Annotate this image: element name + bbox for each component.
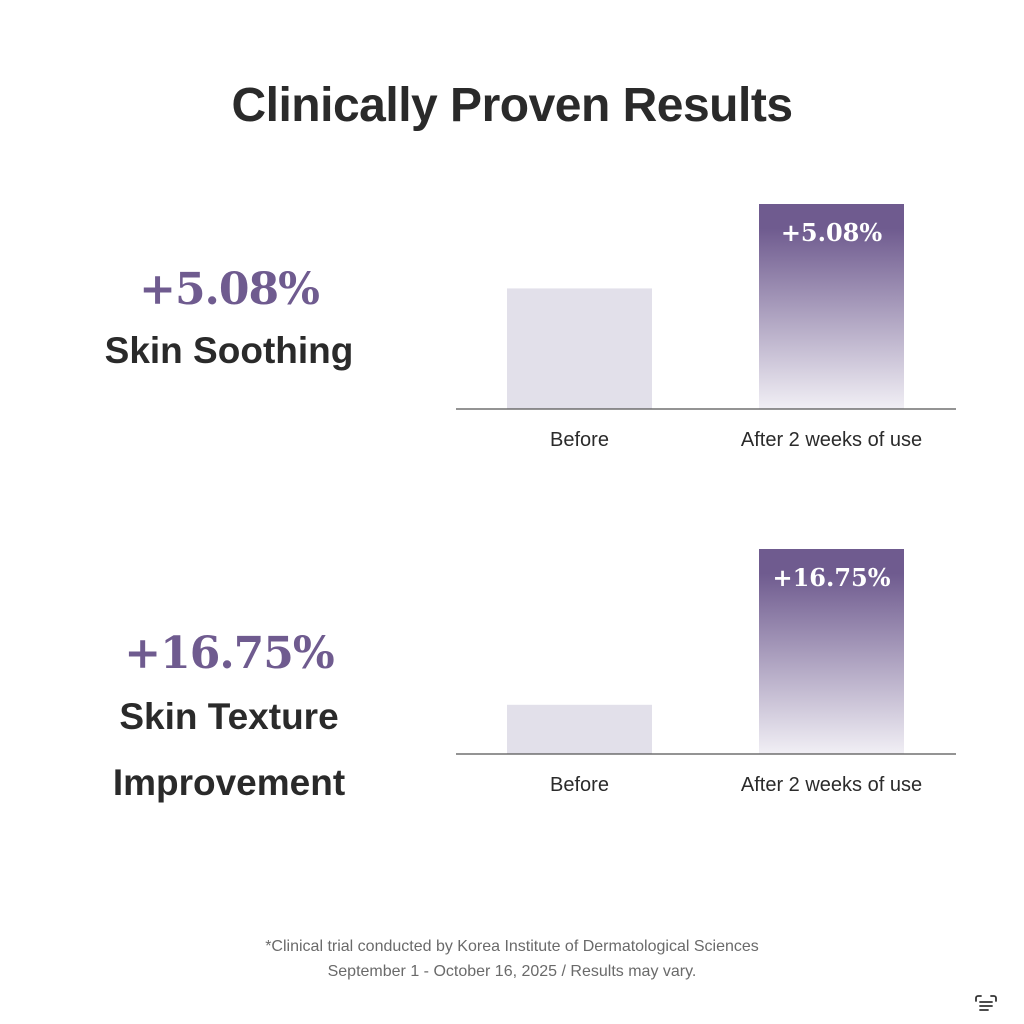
bar-chart-skin-soothing: Before +5.08% After 2 weeks of use <box>456 200 956 451</box>
bar-after <box>759 549 904 754</box>
bar-data-label: +16.75% <box>772 563 890 592</box>
bar-chart-skin-texture: Before +16.75% After 2 weeks of use <box>456 545 956 796</box>
chart-svg: Before +16.75% After 2 weeks of use <box>456 549 956 796</box>
text-scan-icon[interactable] <box>973 994 999 1014</box>
stat-label-line-1: Skin Texture <box>119 696 339 737</box>
stat-label: Skin Soothing <box>104 330 354 371</box>
page-title: Clinically Proven Results <box>231 79 793 132</box>
chart-svg: Before +5.08% After 2 weeks of use <box>456 204 956 451</box>
footnote-line-2: September 1 - October 16, 2025 / Results… <box>327 963 697 980</box>
x-tick-label: After 2 weeks of use <box>741 429 922 451</box>
stat-label-line-2: Improvement <box>112 762 346 803</box>
x-tick-label: Before <box>550 774 609 796</box>
bar-before <box>507 704 652 754</box>
stat-value: +16.75% <box>124 628 334 679</box>
stat-skin-soothing: +5.08% Skin Soothing <box>29 268 429 376</box>
bar-after <box>759 204 904 409</box>
stat-skin-texture: +16.75% Skin Texture Improvement <box>29 632 429 808</box>
bar-data-label: +5.08% <box>781 218 883 247</box>
stat-value: +5.08% <box>139 264 320 315</box>
x-tick-label: Before <box>550 429 609 451</box>
x-tick-label: After 2 weeks of use <box>741 774 922 796</box>
footnote-line-1: *Clinical trial conducted by Korea Insti… <box>265 938 759 955</box>
bar-before <box>507 288 652 409</box>
